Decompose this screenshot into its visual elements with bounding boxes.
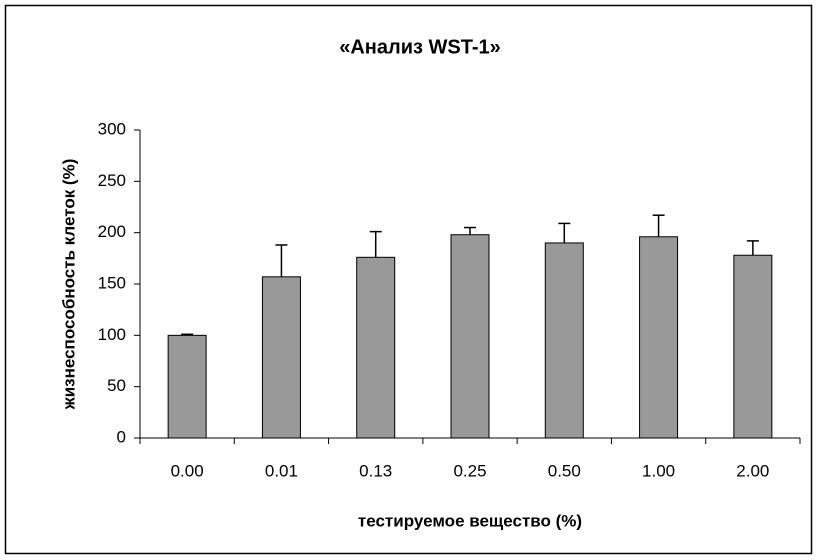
- bar: [261, 276, 301, 439]
- bar: [733, 254, 773, 439]
- x-tick-label: 0.50: [548, 461, 581, 480]
- x-tick-label: 0.01: [265, 461, 298, 480]
- y-tick-label: 50: [107, 376, 126, 395]
- y-tick-label: 0: [117, 427, 126, 446]
- bar: [639, 236, 679, 439]
- x-axis-label: тестируемое вещество (%): [358, 511, 582, 530]
- y-tick-label: 150: [98, 273, 126, 292]
- x-tick-label: 2.00: [736, 461, 769, 480]
- bar: [450, 234, 490, 439]
- bar: [167, 334, 207, 439]
- x-tick-label: 0.00: [171, 461, 204, 480]
- bar: [356, 256, 396, 439]
- y-tick-label: 300: [98, 119, 126, 138]
- bar: [544, 242, 584, 439]
- y-tick-label: 200: [98, 222, 126, 241]
- chart-title: «Анализ WST-1»: [339, 36, 501, 58]
- y-tick-label: 100: [98, 325, 126, 344]
- frame: [4, 4, 813, 555]
- x-tick-label: 0.25: [453, 461, 486, 480]
- y-tick-label: 250: [98, 171, 126, 190]
- x-tick-label: 0.13: [359, 461, 392, 480]
- x-tick-label: 1.00: [642, 461, 675, 480]
- y-axis-label: жизнеспособность клеток (%): [59, 159, 78, 411]
